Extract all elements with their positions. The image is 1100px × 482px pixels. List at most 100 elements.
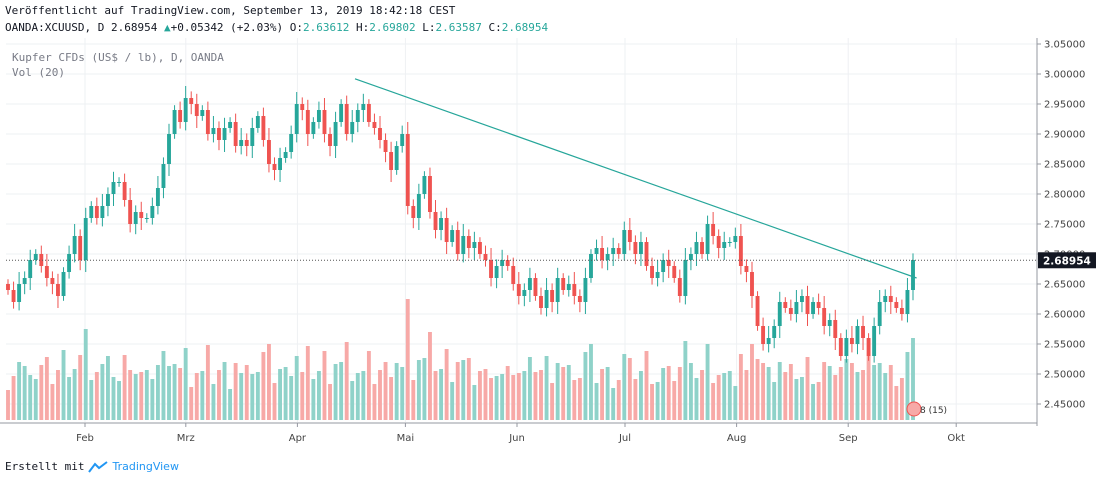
volume-bar: [522, 371, 527, 420]
candle-body: [627, 230, 632, 242]
candle-body: [849, 338, 854, 344]
volume-bar: [672, 381, 677, 420]
volume-bar: [111, 377, 116, 420]
candle-body: [594, 248, 599, 254]
candle-body: [783, 302, 788, 308]
volume-bar: [366, 351, 371, 420]
candle-body: [89, 206, 94, 218]
candle-body: [666, 260, 671, 266]
volume-bar: [56, 370, 60, 420]
candle-body: [899, 308, 904, 314]
candle-body: [194, 104, 199, 116]
price-change: +0.05342 (+2.03%): [170, 21, 284, 34]
volume-bar: [155, 365, 160, 420]
candle-body: [550, 290, 555, 302]
x-tick-label: Feb: [76, 433, 94, 444]
volume-legend: Vol (20): [12, 66, 65, 79]
candle-body: [466, 236, 471, 248]
candle-body: [861, 326, 865, 338]
volume-bar: [33, 379, 38, 420]
candle-body: [500, 260, 505, 266]
candle-body: [433, 212, 438, 230]
candle-body: [483, 254, 488, 260]
candle-body: [705, 224, 710, 254]
candle-body: [477, 242, 482, 254]
candle-body: [516, 284, 521, 296]
volume-bar: [383, 362, 388, 420]
x-tick-label: Mrz: [177, 433, 195, 444]
candle-body: [139, 212, 144, 218]
x-tick-label: Jun: [508, 433, 525, 444]
volume-bar: [100, 364, 105, 420]
candle-body: [400, 134, 405, 146]
volume-bar: [877, 363, 882, 420]
candle-body: [33, 254, 38, 260]
volume-bar: [105, 356, 110, 420]
volume-bar: [783, 372, 788, 420]
candle-body: [911, 260, 915, 290]
volume-bar: [489, 378, 493, 420]
candle-body: [489, 260, 493, 278]
volume-bar: [849, 363, 854, 420]
candle-body: [561, 278, 566, 290]
candle-body: [844, 338, 849, 356]
candle-body: [772, 326, 777, 338]
candle-body: [827, 320, 832, 326]
volume-bar: [905, 352, 910, 420]
candle-body: [855, 326, 860, 344]
volume-bar: [11, 376, 16, 420]
candle-body: [711, 224, 716, 236]
y-tick-label: 3.00000: [1044, 70, 1085, 81]
volume-bar: [200, 371, 205, 420]
volume-bar: [333, 364, 338, 420]
volume-bar: [39, 365, 44, 420]
volume-bar: [411, 380, 416, 420]
candle-body: [611, 248, 616, 254]
volume-bar: [505, 366, 510, 420]
candle-body: [394, 146, 399, 170]
volume-bar: [666, 366, 671, 420]
open-value: 2.63612: [303, 21, 350, 34]
volume-bar: [694, 378, 699, 420]
volume-bar: [872, 365, 877, 420]
candle-body: [61, 272, 66, 296]
created-with-label: Erstellt mit: [5, 460, 85, 473]
candle-body: [255, 116, 260, 128]
candle-body: [350, 122, 355, 134]
volume-bar: [233, 363, 238, 420]
candle-body: [733, 236, 738, 242]
candle-body: [189, 98, 194, 104]
volume-bar: [550, 383, 555, 420]
volume-bar: [228, 389, 233, 420]
volume-bar: [183, 348, 188, 420]
candle-body: [94, 206, 99, 218]
volume-bar: [622, 354, 627, 420]
candle-body: [105, 194, 110, 206]
volume-bar: [811, 384, 816, 420]
candle-body: [222, 128, 227, 140]
volume-bar: [472, 385, 477, 420]
volume-bar: [444, 349, 449, 420]
candle-body: [694, 242, 699, 254]
volume-bar: [305, 346, 310, 420]
volume-bar: [511, 375, 516, 420]
candle-body: [111, 182, 116, 194]
candle-body: [605, 254, 610, 260]
volume-bar: [894, 386, 899, 420]
candle-body: [67, 254, 72, 272]
volume-bar: [827, 366, 832, 420]
candle-body: [300, 104, 305, 110]
symbol-info-bar: OANDA:XCUUSD, D 2.68954 ▲+0.05342 (+2.03…: [5, 21, 548, 34]
high-label: H:: [356, 21, 370, 34]
volume-bar: [283, 367, 288, 420]
close-label: C:: [488, 21, 502, 34]
x-tick-label: Jul: [618, 433, 631, 444]
volume-bar: [766, 367, 771, 420]
candle-body: [688, 254, 693, 260]
volume-bar: [688, 363, 693, 420]
tradingview-brand-link[interactable]: TradingView: [112, 460, 179, 473]
volume-bar: [744, 370, 749, 420]
candle-body: [261, 116, 266, 140]
volume-bar: [428, 332, 432, 420]
